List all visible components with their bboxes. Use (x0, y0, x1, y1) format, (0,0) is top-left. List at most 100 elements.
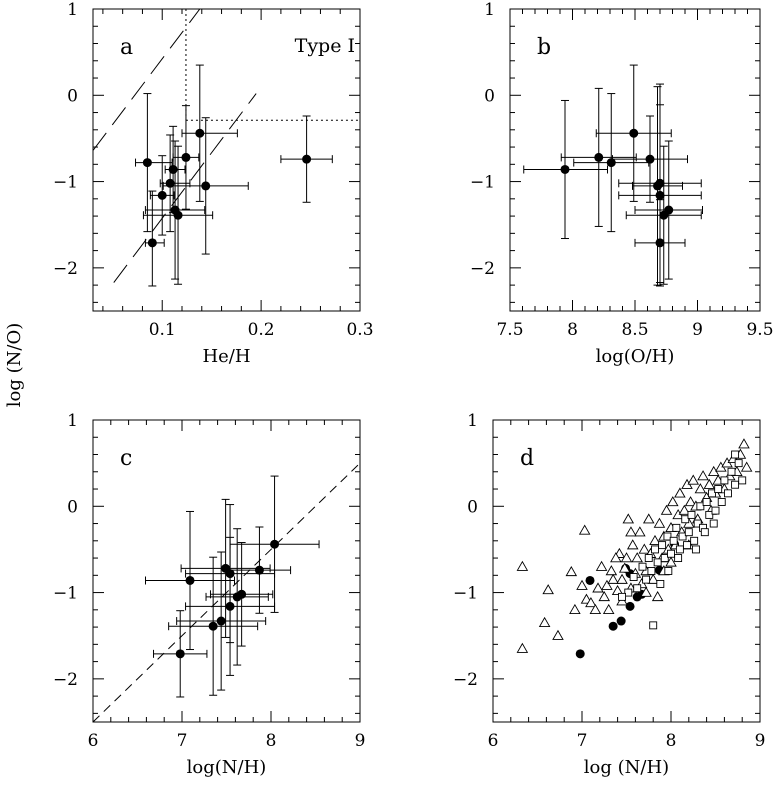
data-point (225, 601, 235, 611)
triangle-point (687, 474, 700, 485)
triangle-point (697, 470, 709, 481)
triangle-point (638, 543, 651, 554)
triangle-point (610, 552, 622, 563)
data-point (594, 152, 604, 162)
data-point (608, 621, 618, 631)
data-point (142, 158, 152, 168)
square-point (693, 519, 702, 528)
data-point (195, 128, 205, 138)
panel-b: 7.5 8 8.5 9 9.5 −2 −1 0 1 log(O/H) b (470, 0, 774, 367)
panel-label: b (537, 35, 551, 60)
axis-ticks (92, 419, 361, 722)
x-tick-label: 6 (488, 731, 499, 751)
data-point (185, 575, 195, 585)
square-point (724, 489, 732, 498)
y-tick-label: 1 (67, 0, 78, 20)
square-point (738, 476, 747, 485)
panel-a: 0.1 0.2 0.3 −2 −1 0 1 He/H a Type I (53, 0, 374, 367)
triangle-point (569, 603, 581, 615)
y-tick-label: −1 (53, 584, 78, 604)
type-annotation: Type I (295, 35, 355, 57)
x-axis-title: log (N/H) (584, 757, 669, 778)
triangle-point (592, 582, 604, 593)
x-tick-label: 9 (755, 731, 766, 751)
data-point (216, 616, 226, 626)
x-tick-label: 8 (567, 320, 578, 340)
triangle-point (653, 517, 666, 528)
axis-ticks (93, 8, 361, 311)
square-point (683, 541, 691, 550)
square-point (618, 592, 626, 601)
square-point (705, 510, 714, 519)
y-tick-label: −2 (53, 670, 78, 690)
square-point (690, 536, 699, 545)
triangle-point (565, 565, 578, 577)
data-point (201, 181, 211, 191)
long-dash-line (93, 9, 201, 151)
panel-label: a (120, 35, 133, 60)
error-bar (135, 93, 173, 233)
triangle-point (602, 603, 615, 615)
panel-d: 6 7 8 9 −2 −1 0 1 log (N/H) d (453, 411, 765, 778)
square-point (734, 459, 743, 468)
square-point (649, 621, 658, 630)
x-tick-label: 9.5 (746, 320, 773, 340)
triangle-point (607, 573, 619, 584)
reference-lines (93, 462, 360, 722)
data-point (181, 152, 191, 162)
square-point (720, 476, 729, 485)
square-point (667, 549, 675, 558)
x-tick-label: 9 (355, 731, 366, 751)
y-tick-label: −2 (453, 670, 478, 690)
triangle-point (647, 573, 659, 584)
data-point (147, 238, 157, 248)
x-tick-label: 8 (266, 731, 277, 751)
data-point (655, 190, 665, 200)
data-point (208, 621, 218, 631)
triangle-point (622, 513, 635, 524)
x-tick-label: 9 (692, 320, 703, 340)
triangle-point (620, 552, 633, 563)
triangle-point (589, 603, 602, 615)
y-tick-label: 1 (67, 411, 78, 431)
square-point (696, 502, 705, 511)
x-axis-title: log(O/H) (596, 346, 675, 367)
plot-frame (492, 419, 761, 723)
square-point (717, 498, 726, 506)
data-point (270, 539, 280, 549)
square-point (644, 554, 653, 563)
y-tick-label: 0 (467, 497, 478, 517)
triangle-point (684, 496, 697, 507)
x-tick-label: 0.1 (149, 320, 176, 340)
triangle-point (605, 565, 618, 576)
square-point (642, 575, 651, 584)
triangle-point (598, 590, 611, 602)
x-axis-title: log(N/H) (187, 757, 267, 778)
square-point (709, 519, 718, 528)
square-point (684, 528, 693, 537)
y-tick-label: −1 (453, 584, 478, 604)
square-point (707, 489, 716, 498)
square-point (638, 562, 647, 571)
plot-frame (92, 8, 361, 312)
panel-c: 6 7 8 9 −2 −1 0 1 log(N/H) c (53, 411, 365, 778)
square-point (624, 588, 633, 597)
x-axis-title: He/H (202, 346, 250, 367)
data-point (173, 210, 183, 220)
data-point (664, 205, 674, 215)
triangle-point (601, 579, 613, 590)
long-dash-line (113, 93, 257, 283)
data-point (157, 190, 167, 200)
square-point (700, 528, 709, 537)
triangle-point (618, 562, 631, 573)
data-point (560, 164, 570, 174)
y-tick-label: 0 (484, 86, 495, 106)
triangle-point (542, 584, 554, 595)
square-point (656, 579, 665, 588)
panel-label: d (520, 446, 534, 471)
triangle-point (631, 552, 643, 563)
y-tick-label: −2 (53, 259, 78, 279)
square-point (672, 523, 681, 532)
triangle-point (678, 504, 691, 515)
